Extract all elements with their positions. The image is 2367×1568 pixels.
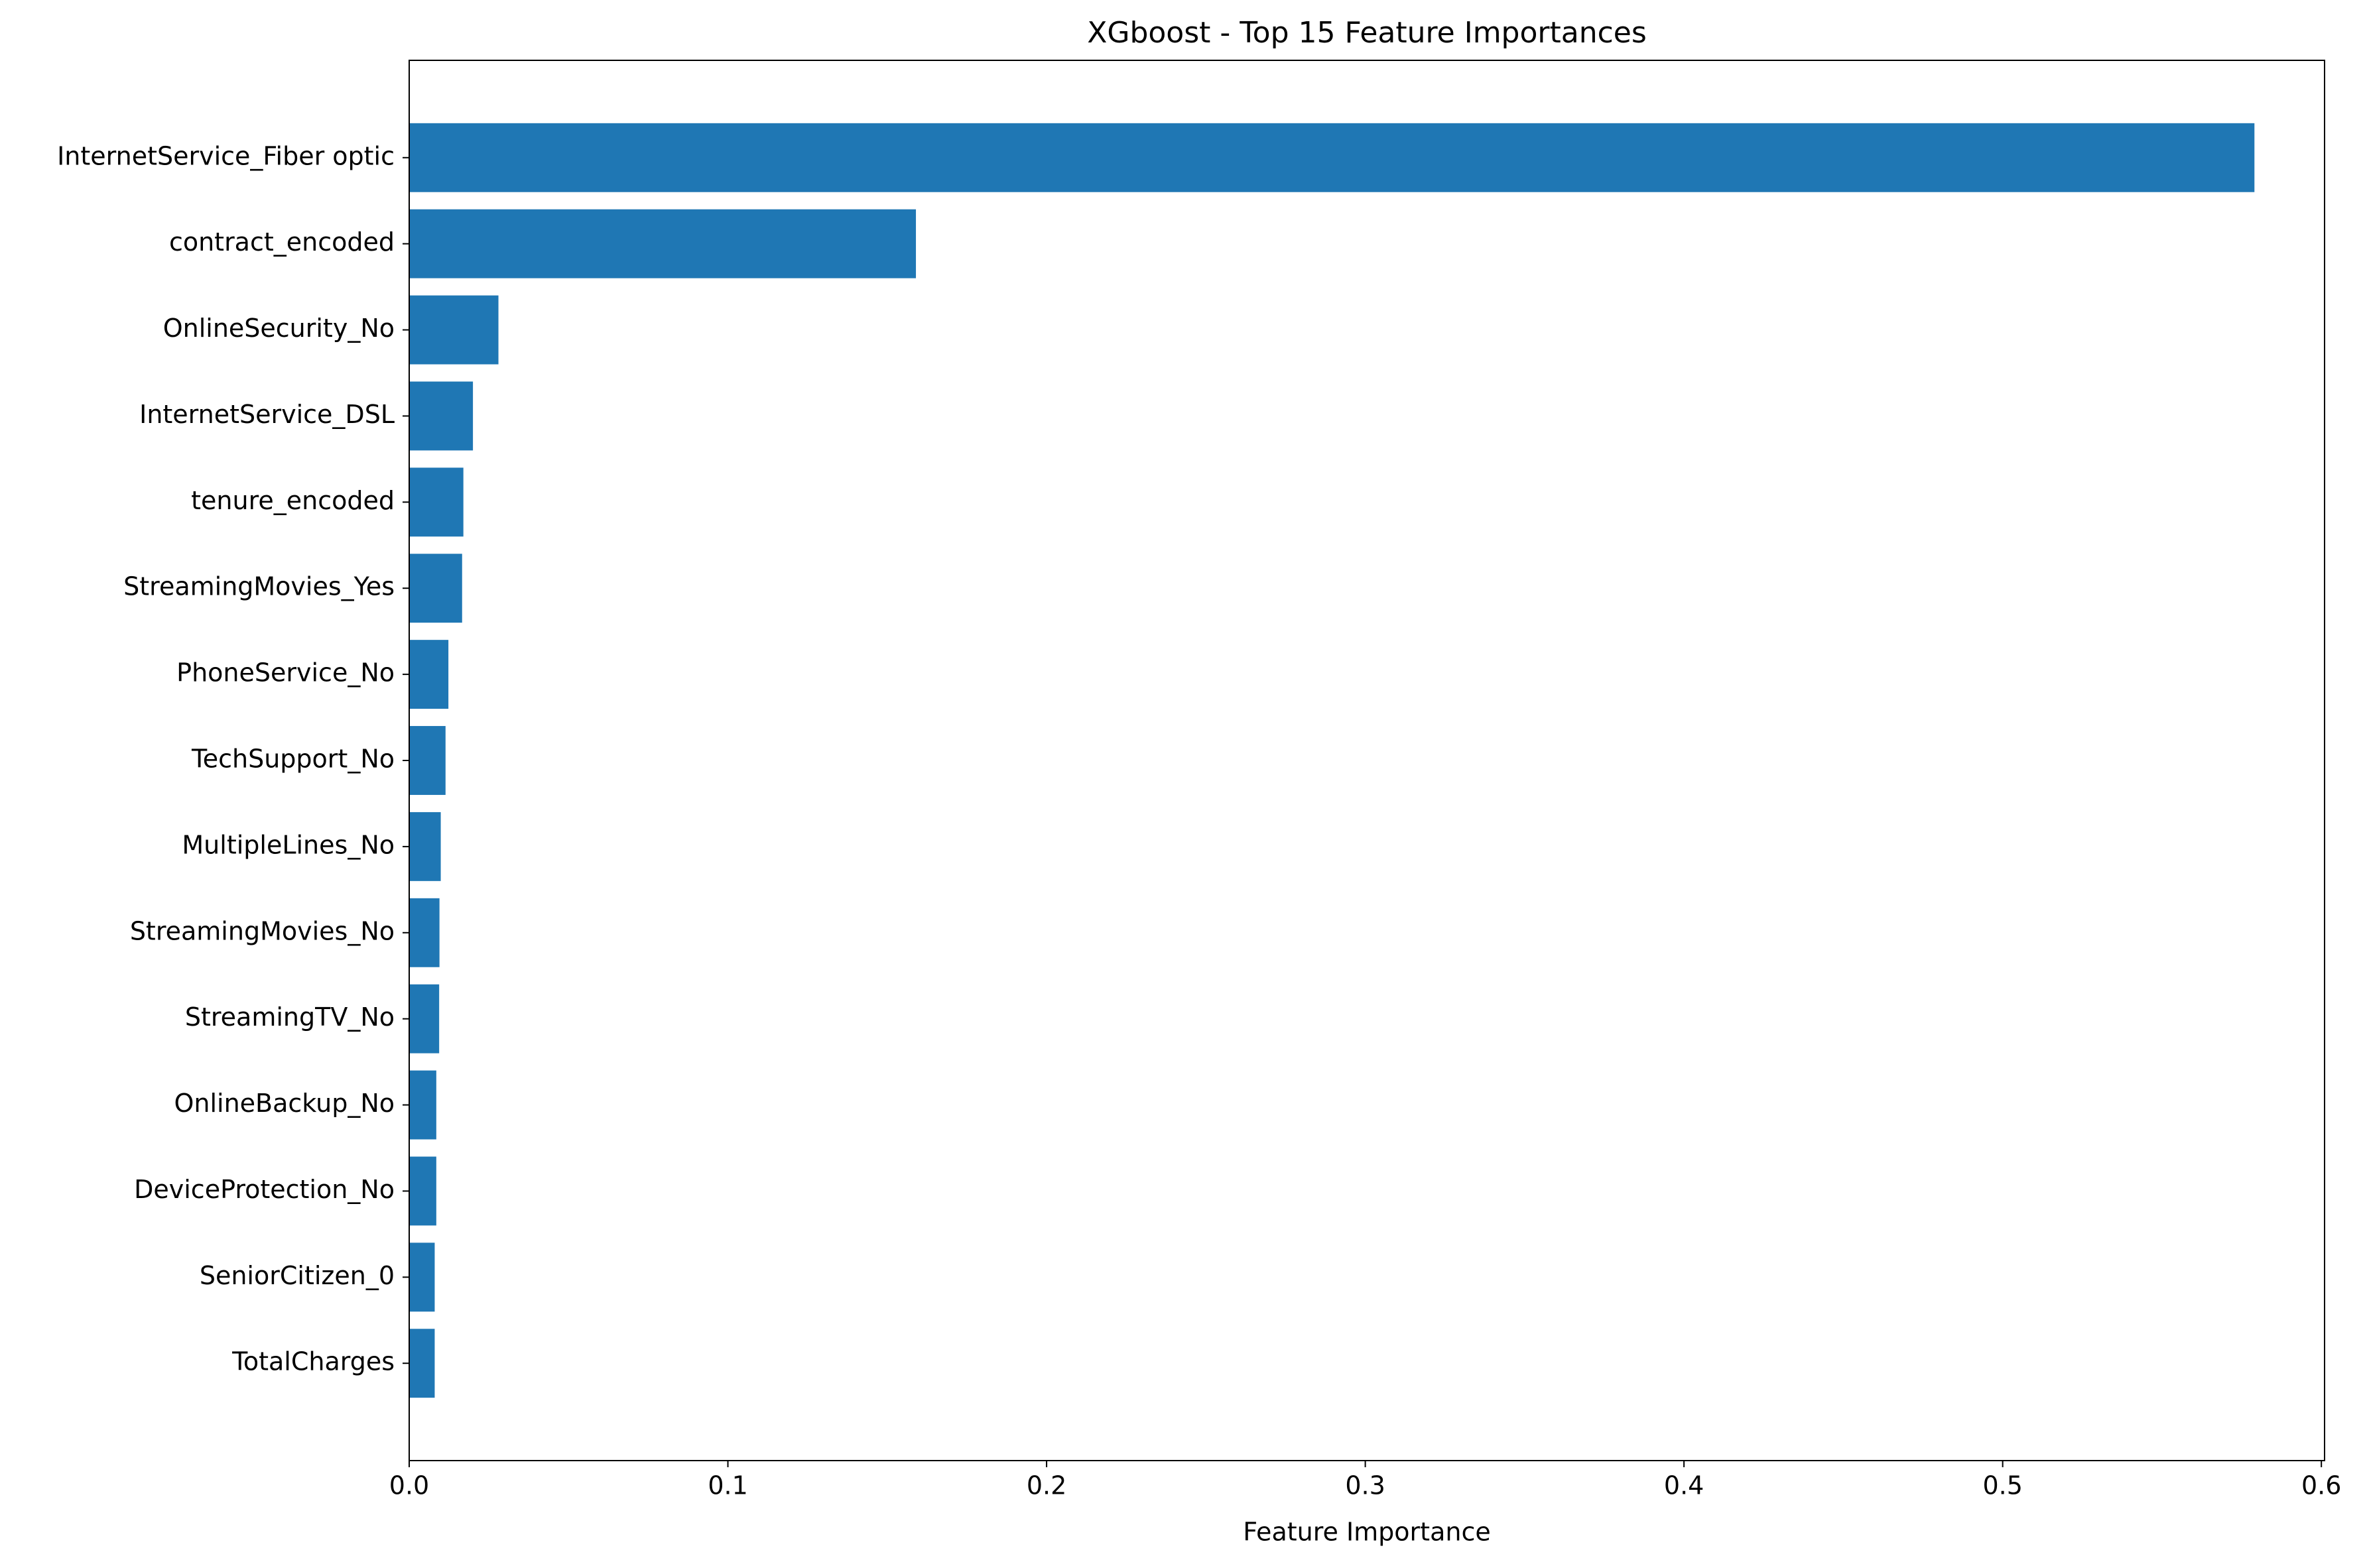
x-tick-label: 0.3	[1345, 1471, 1385, 1500]
y-tick-label: DeviceProtection_No	[134, 1175, 395, 1204]
bar	[409, 1156, 436, 1226]
chart-title: XGboost - Top 15 Feature Importances	[1087, 16, 1647, 50]
y-tick-label: SeniorCitizen_0	[200, 1261, 395, 1290]
y-tick-label: TechSupport_No	[191, 745, 395, 774]
bar	[409, 467, 464, 537]
bar	[409, 640, 449, 709]
y-tick-label: InternetService_Fiber optic	[57, 141, 395, 170]
x-tick-label: 0.0	[389, 1471, 429, 1500]
y-tick-label: StreamingTV_No	[185, 1002, 395, 1032]
bar	[409, 1329, 435, 1398]
bar	[409, 554, 462, 623]
bar	[409, 984, 440, 1054]
bar	[409, 898, 440, 967]
y-tick-label: TotalCharges	[231, 1347, 395, 1376]
bar	[409, 381, 474, 451]
plot-frame	[409, 60, 2325, 1461]
bar	[409, 1070, 436, 1140]
bar	[409, 123, 2255, 192]
bar	[409, 295, 499, 365]
x-tick-label: 0.5	[1982, 1471, 2022, 1500]
y-tick-label: StreamingMovies_Yes	[123, 572, 395, 601]
y-tick-label: InternetService_DSL	[139, 400, 395, 429]
x-tick-label: 0.1	[708, 1471, 747, 1500]
y-tick-label: tenure_encoded	[191, 486, 395, 515]
x-tick-label: 0.4	[1664, 1471, 1704, 1500]
bar	[409, 726, 446, 795]
y-tick-label: OnlineSecurity_No	[163, 314, 395, 343]
bar	[409, 1242, 435, 1312]
y-tick-label: PhoneService_No	[176, 658, 395, 688]
x-tick-label: 0.2	[1027, 1471, 1066, 1500]
x-tick-label: 0.6	[2301, 1471, 2341, 1500]
y-tick-label: contract_encoded	[169, 227, 395, 257]
bar	[409, 812, 441, 881]
x-axis-label: Feature Importance	[1243, 1518, 1490, 1547]
y-tick-label: StreamingMovies_No	[130, 916, 395, 945]
bar	[409, 209, 917, 278]
y-tick-label: MultipleLines_No	[182, 830, 395, 859]
y-tick-label: OnlineBackup_No	[174, 1089, 395, 1118]
